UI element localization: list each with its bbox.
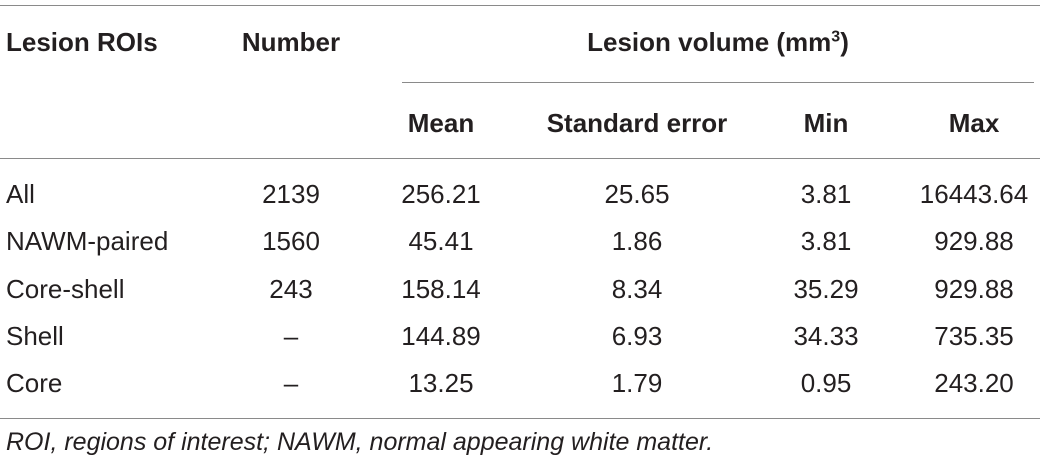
row-core-roi: Core xyxy=(6,368,63,398)
header-lesion-volume: Lesion volume (mm3) xyxy=(587,27,849,57)
row-all-min: 3.81 xyxy=(800,179,852,209)
header-min: Min xyxy=(803,108,849,138)
header-number: Number xyxy=(241,27,341,57)
row-core-shell-min: 35.29 xyxy=(793,274,859,304)
row-core-shell-mean: 158.14 xyxy=(401,274,481,304)
row-shell-se: 6.93 xyxy=(611,321,663,351)
row-core-shell-max: 929.88 xyxy=(934,274,1014,304)
row-shell-mean: 144.89 xyxy=(401,321,481,351)
row-all-roi: All xyxy=(6,179,35,209)
table-top-rule xyxy=(0,5,1040,6)
row-core-shell-roi: Core-shell xyxy=(6,274,125,304)
row-shell-roi: Shell xyxy=(6,321,64,351)
row-core-min: 0.95 xyxy=(800,368,852,398)
row-nawm-paired-min: 3.81 xyxy=(800,226,852,256)
row-core-number: – xyxy=(283,368,299,398)
row-nawm-paired-mean: 45.41 xyxy=(408,226,474,256)
header-lesion-rois: Lesion ROIs xyxy=(6,27,158,57)
header-max: Max xyxy=(948,108,1000,138)
table-bottom-rule xyxy=(0,418,1040,419)
row-core-max: 243.20 xyxy=(934,368,1014,398)
row-core-shell-se: 8.34 xyxy=(611,274,663,304)
row-all-max: 16443.64 xyxy=(919,179,1029,209)
row-core-shell-number: 243 xyxy=(269,274,313,304)
table-header-rule xyxy=(0,158,1040,159)
row-all-number: 2139 xyxy=(262,179,320,209)
row-nawm-paired-number: 1560 xyxy=(262,226,320,256)
row-core-mean: 13.25 xyxy=(408,368,474,398)
row-nawm-paired-roi: NAWM-paired xyxy=(6,226,169,256)
header-standard-error: Standard error xyxy=(546,108,728,138)
table-footnote: ROI, regions of interest; NAWM, normal a… xyxy=(6,428,714,456)
table-subheader-rule xyxy=(402,82,1034,83)
row-all-mean: 256.21 xyxy=(401,179,481,209)
row-all-se: 25.65 xyxy=(604,179,670,209)
header-mean: Mean xyxy=(407,108,475,138)
row-shell-number: – xyxy=(283,321,299,351)
row-core-se: 1.79 xyxy=(611,368,663,398)
row-nawm-paired-max: 929.88 xyxy=(934,226,1014,256)
row-shell-min: 34.33 xyxy=(793,321,859,351)
row-nawm-paired-se: 1.86 xyxy=(611,226,663,256)
row-shell-max: 735.35 xyxy=(934,321,1014,351)
